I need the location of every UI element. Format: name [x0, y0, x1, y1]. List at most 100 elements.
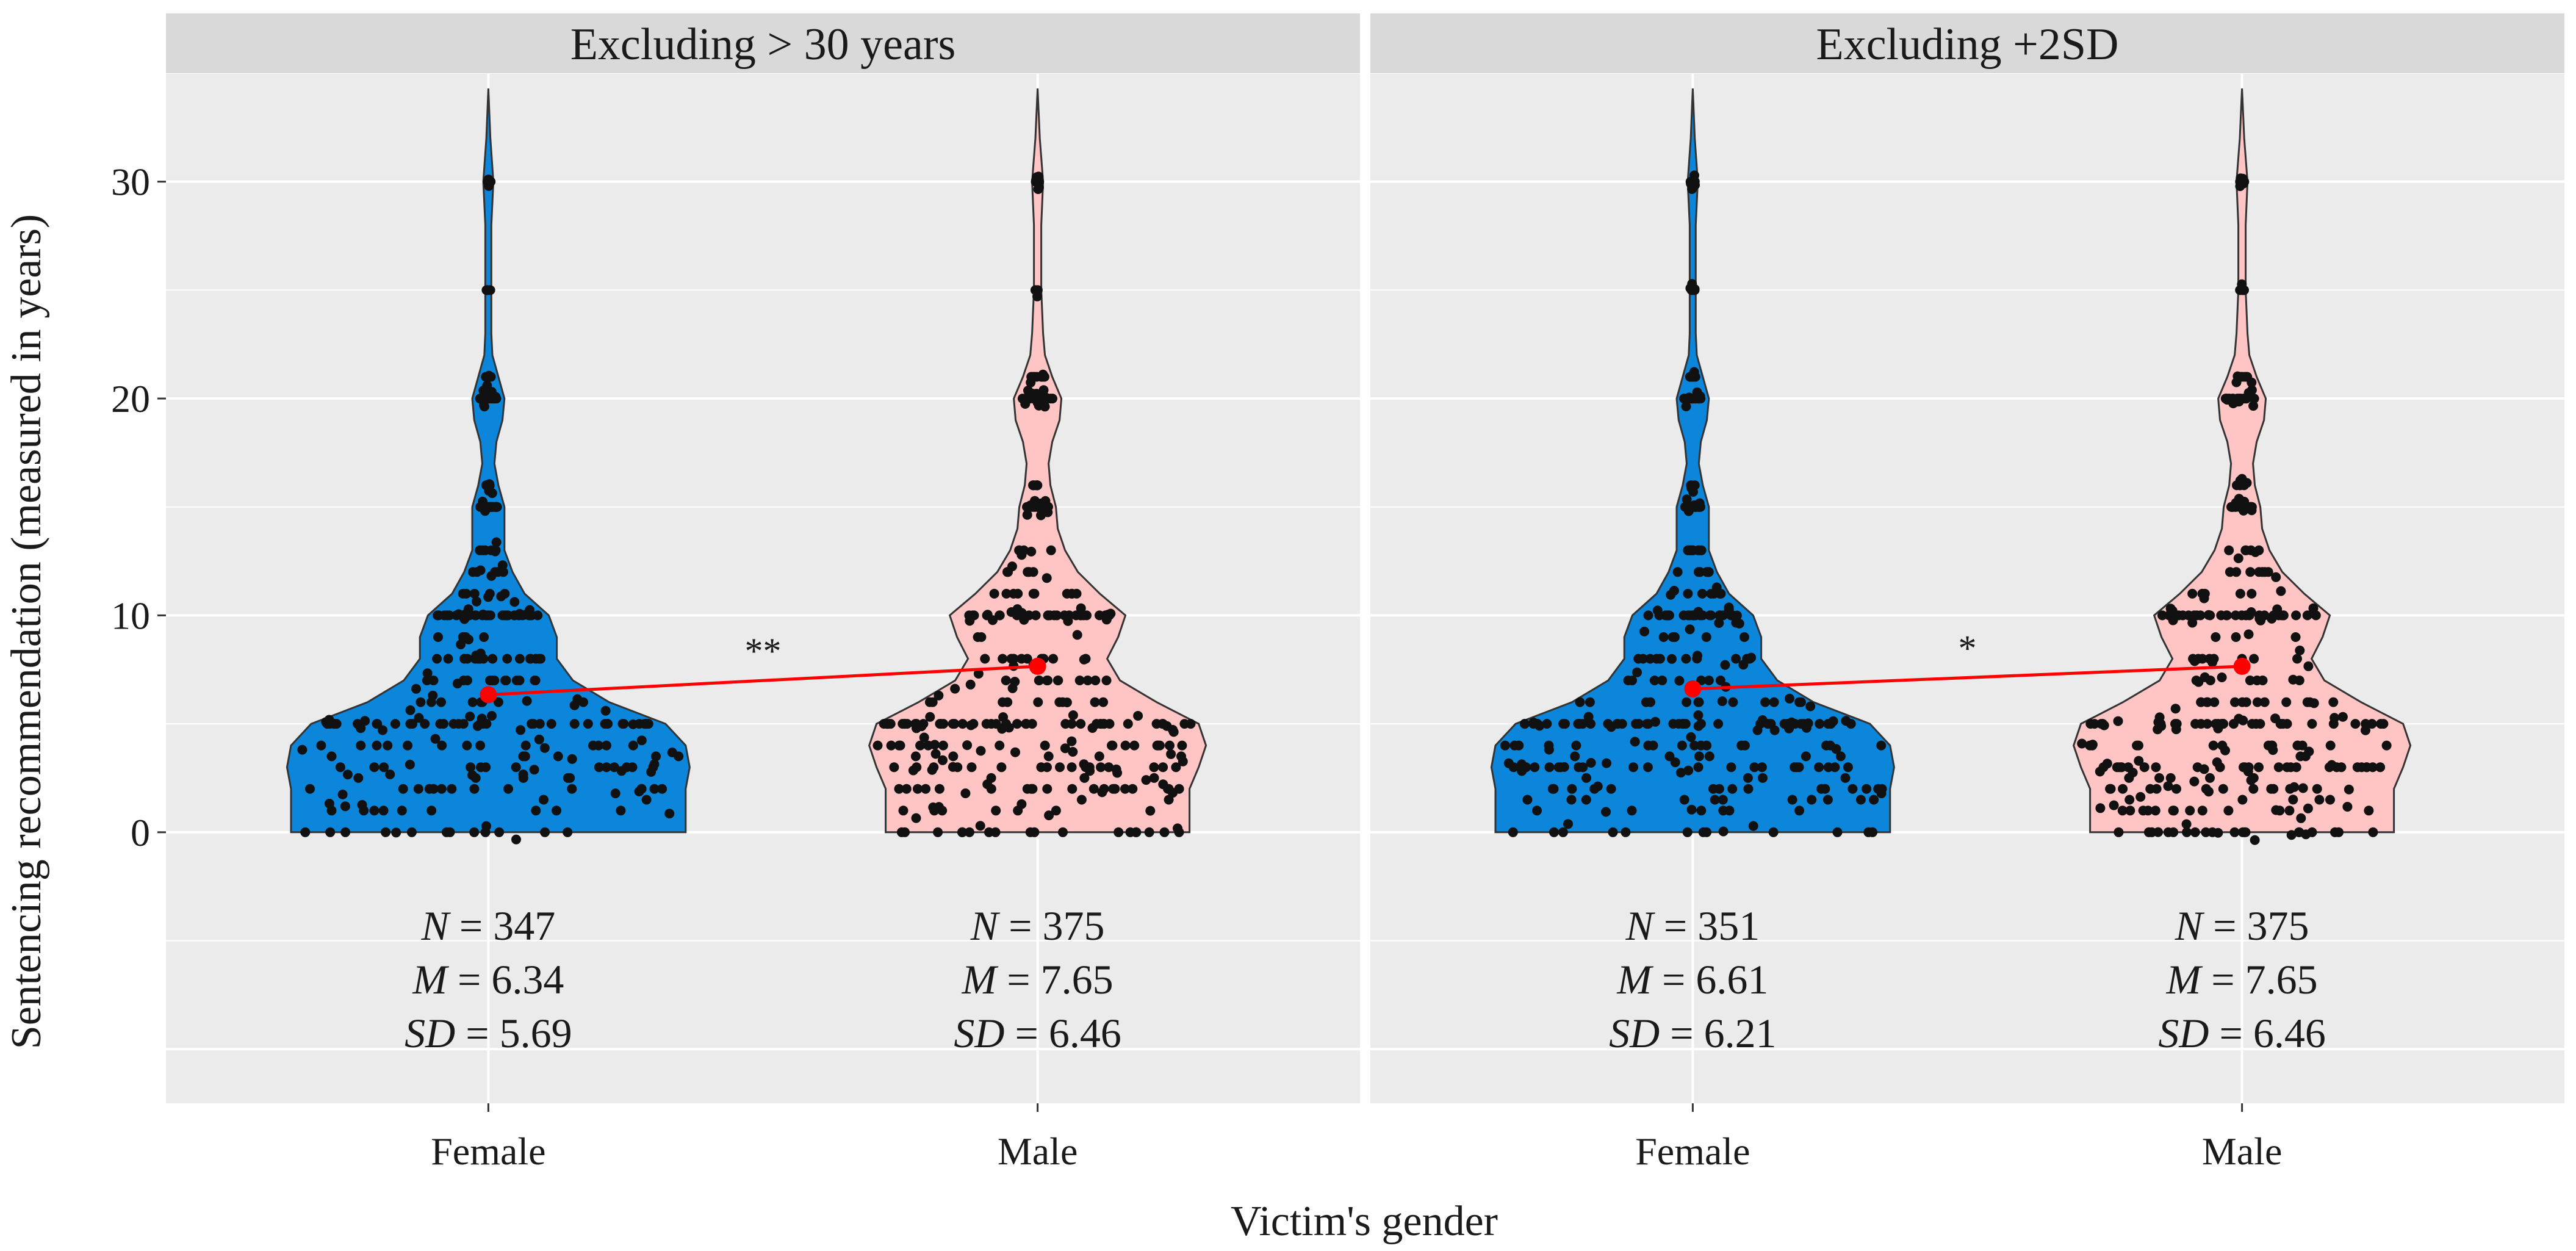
stat-m: M = 7.65: [962, 956, 1114, 1003]
data-point: [2289, 782, 2300, 792]
data-point: [1715, 676, 1725, 685]
data-point: [1067, 588, 1077, 599]
data-point: [518, 773, 528, 783]
data-point: [1052, 610, 1062, 621]
data-point: [1547, 784, 1558, 794]
data-point: [1682, 494, 1692, 505]
data-point: [1628, 762, 1638, 773]
data-point: [1631, 719, 1641, 729]
data-point: [1064, 610, 1074, 621]
data-point: [300, 827, 311, 837]
data-point: [442, 610, 452, 621]
data-point: [641, 795, 652, 805]
data-point: [567, 754, 577, 764]
data-point: [2235, 588, 2245, 599]
data-point: [378, 806, 389, 816]
data-point: [1078, 610, 1088, 621]
data-point: [2087, 740, 2098, 751]
data-point: [379, 762, 389, 773]
data-point: [2209, 697, 2220, 707]
data-point: [1567, 784, 1577, 794]
data-point: [1814, 762, 1824, 773]
data-point: [964, 827, 974, 837]
data-point: [2241, 545, 2251, 555]
data-point: [1687, 184, 1697, 194]
data-point: [1731, 654, 1741, 664]
data-point: [2201, 784, 2211, 794]
data-point: [1123, 719, 1133, 729]
data-point: [1517, 766, 1527, 776]
data-point: [405, 705, 416, 715]
data-point: [2233, 372, 2243, 382]
data-point: [2367, 719, 2377, 729]
data-point: [2222, 394, 2232, 404]
data-point: [472, 721, 483, 731]
data-point: [1601, 807, 1611, 817]
data-point: [2096, 719, 2106, 729]
data-point: [2217, 672, 2227, 682]
data-point: [567, 784, 577, 794]
data-point: [925, 712, 935, 722]
data-point: [651, 751, 661, 762]
data-point: [1736, 740, 1747, 751]
data-point: [1026, 546, 1037, 557]
data-point: [1718, 826, 1729, 837]
data-point: [428, 676, 439, 685]
data-point: [2184, 610, 2193, 621]
data-point: [1114, 827, 1124, 837]
data-point: [1542, 719, 1552, 729]
data-point: [1020, 398, 1031, 409]
data-point: [916, 721, 927, 732]
data-point: [340, 801, 350, 812]
data-point: [2352, 762, 2362, 773]
data-point: [496, 591, 506, 602]
data-point: [1832, 827, 1843, 837]
data-point: [383, 740, 393, 751]
data-point: [1055, 762, 1065, 773]
data-point: [1026, 784, 1037, 794]
data-point: [1682, 697, 1692, 707]
data-point: [2376, 719, 2386, 729]
data-point: [2102, 759, 2112, 769]
data-point: [2266, 784, 2276, 794]
data-point: [602, 762, 611, 773]
data-point: [1684, 502, 1694, 512]
data-point: [2151, 762, 2161, 773]
data-point: [1145, 806, 1156, 816]
data-point: [2240, 827, 2250, 837]
data-point: [2109, 800, 2119, 810]
data-point: [2135, 791, 2146, 802]
data-point: [413, 784, 423, 794]
data-point: [1586, 719, 1596, 729]
data-point: [405, 759, 415, 770]
data-point: [2325, 795, 2335, 805]
data-point: [2205, 610, 2215, 621]
data-point: [391, 827, 401, 838]
data-point: [443, 654, 453, 664]
data-point: [1796, 697, 1806, 707]
data-point: [1052, 676, 1063, 685]
data-point: [2326, 760, 2337, 770]
data-point: [305, 784, 315, 794]
data-point: [1689, 176, 1700, 187]
data-point: [1678, 719, 1689, 729]
data-point: [2276, 586, 2286, 596]
data-point: [2295, 645, 2305, 655]
data-point: [1799, 719, 1809, 729]
data-point: [1714, 610, 1725, 621]
data-point: [1714, 784, 1724, 794]
data-point: [2234, 713, 2244, 724]
data-point: [628, 740, 638, 751]
data-point: [991, 806, 1001, 816]
data-point: [1713, 719, 1724, 729]
data-point: [1650, 716, 1660, 727]
data-point: [2255, 719, 2265, 729]
data-point: [500, 610, 510, 621]
data-point: [430, 734, 441, 744]
data-point: [1689, 285, 1700, 295]
data-point: [1074, 676, 1085, 685]
data-point: [889, 762, 899, 773]
data-point: [1586, 758, 1596, 768]
data-point: [1748, 821, 1758, 831]
data-point: [1820, 784, 1830, 794]
